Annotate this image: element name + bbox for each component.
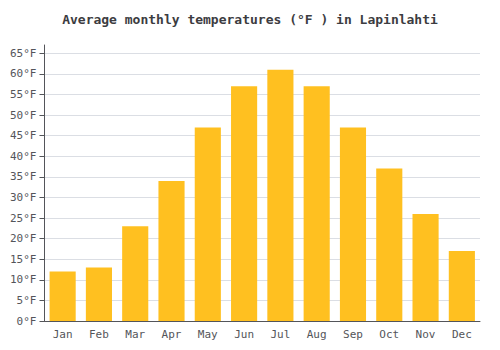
svg-text:40°F: 40°F bbox=[10, 150, 37, 163]
svg-text:10°F: 10°F bbox=[10, 273, 37, 286]
svg-text:Jan: Jan bbox=[53, 328, 73, 341]
svg-text:Oct: Oct bbox=[379, 328, 399, 341]
svg-text:60°F: 60°F bbox=[10, 67, 37, 80]
svg-text:5°F: 5°F bbox=[17, 294, 37, 307]
svg-text:Nov: Nov bbox=[416, 328, 436, 341]
svg-text:35°F: 35°F bbox=[10, 170, 37, 183]
svg-text:Jul: Jul bbox=[270, 328, 290, 341]
svg-text:0°F: 0°F bbox=[17, 315, 37, 328]
svg-text:Mar: Mar bbox=[125, 328, 145, 341]
svg-text:Dec: Dec bbox=[452, 328, 472, 341]
svg-text:Feb: Feb bbox=[89, 328, 109, 341]
svg-text:Average monthly temperatures (: Average monthly temperatures (°F ) in La… bbox=[62, 12, 438, 27]
svg-text:Jun: Jun bbox=[234, 328, 254, 341]
svg-text:Apr: Apr bbox=[162, 328, 182, 341]
svg-text:Aug: Aug bbox=[307, 328, 327, 341]
svg-text:45°F: 45°F bbox=[10, 129, 37, 142]
svg-text:50°F: 50°F bbox=[10, 109, 37, 122]
svg-text:65°F: 65°F bbox=[10, 47, 37, 60]
svg-text:15°F: 15°F bbox=[10, 253, 37, 266]
svg-text:25°F: 25°F bbox=[10, 212, 37, 225]
svg-text:Sep: Sep bbox=[343, 328, 363, 341]
svg-text:55°F: 55°F bbox=[10, 88, 37, 101]
svg-text:May: May bbox=[198, 328, 218, 341]
svg-text:30°F: 30°F bbox=[10, 191, 37, 204]
svg-text:20°F: 20°F bbox=[10, 232, 37, 245]
